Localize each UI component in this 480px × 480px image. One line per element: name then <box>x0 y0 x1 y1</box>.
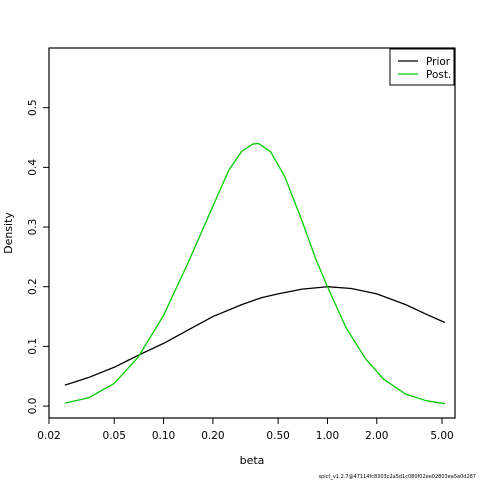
series-line-prior <box>64 286 446 386</box>
series-line-posterior <box>64 142 445 405</box>
version-footer: spict_v1.2.7@47114fc8303c2a5d1c080f02ee0… <box>319 474 477 480</box>
y-tick-label: 0.2 <box>27 278 39 295</box>
legend: Prior Post. <box>389 48 455 86</box>
y-tick-label: 0.4 <box>27 159 39 176</box>
legend-box <box>389 48 455 86</box>
x-tick-label: 0.50 <box>266 430 289 442</box>
x-tick-label: 0.05 <box>103 430 126 442</box>
x-axis: 0.02 0.05 0.10 0.20 0.50 1.00 2.00 5.00 <box>37 418 454 442</box>
x-tick-label: 1.00 <box>316 430 339 442</box>
series-layer <box>64 142 446 405</box>
y-tick-label: 0.1 <box>27 338 39 355</box>
legend-label-prior: Prior <box>426 56 451 68</box>
y-tick-label: 0.0 <box>27 398 39 415</box>
x-tick-label: 0.20 <box>201 430 224 442</box>
x-tick-label: 5.00 <box>430 430 453 442</box>
x-tick-label: 0.02 <box>37 430 60 442</box>
y-axis-label: Density <box>2 212 15 254</box>
x-tick-label: 2.00 <box>365 430 388 442</box>
y-tick-label: 0.5 <box>27 99 39 116</box>
y-axis: 0.0 0.1 0.2 0.3 0.4 0.5 <box>27 99 49 414</box>
x-axis-label: beta <box>240 454 265 467</box>
legend-label-post: Post. <box>426 69 451 81</box>
y-tick-label: 0.3 <box>27 219 39 236</box>
plot-frame <box>48 47 456 419</box>
x-tick-label: 0.10 <box>152 430 175 442</box>
